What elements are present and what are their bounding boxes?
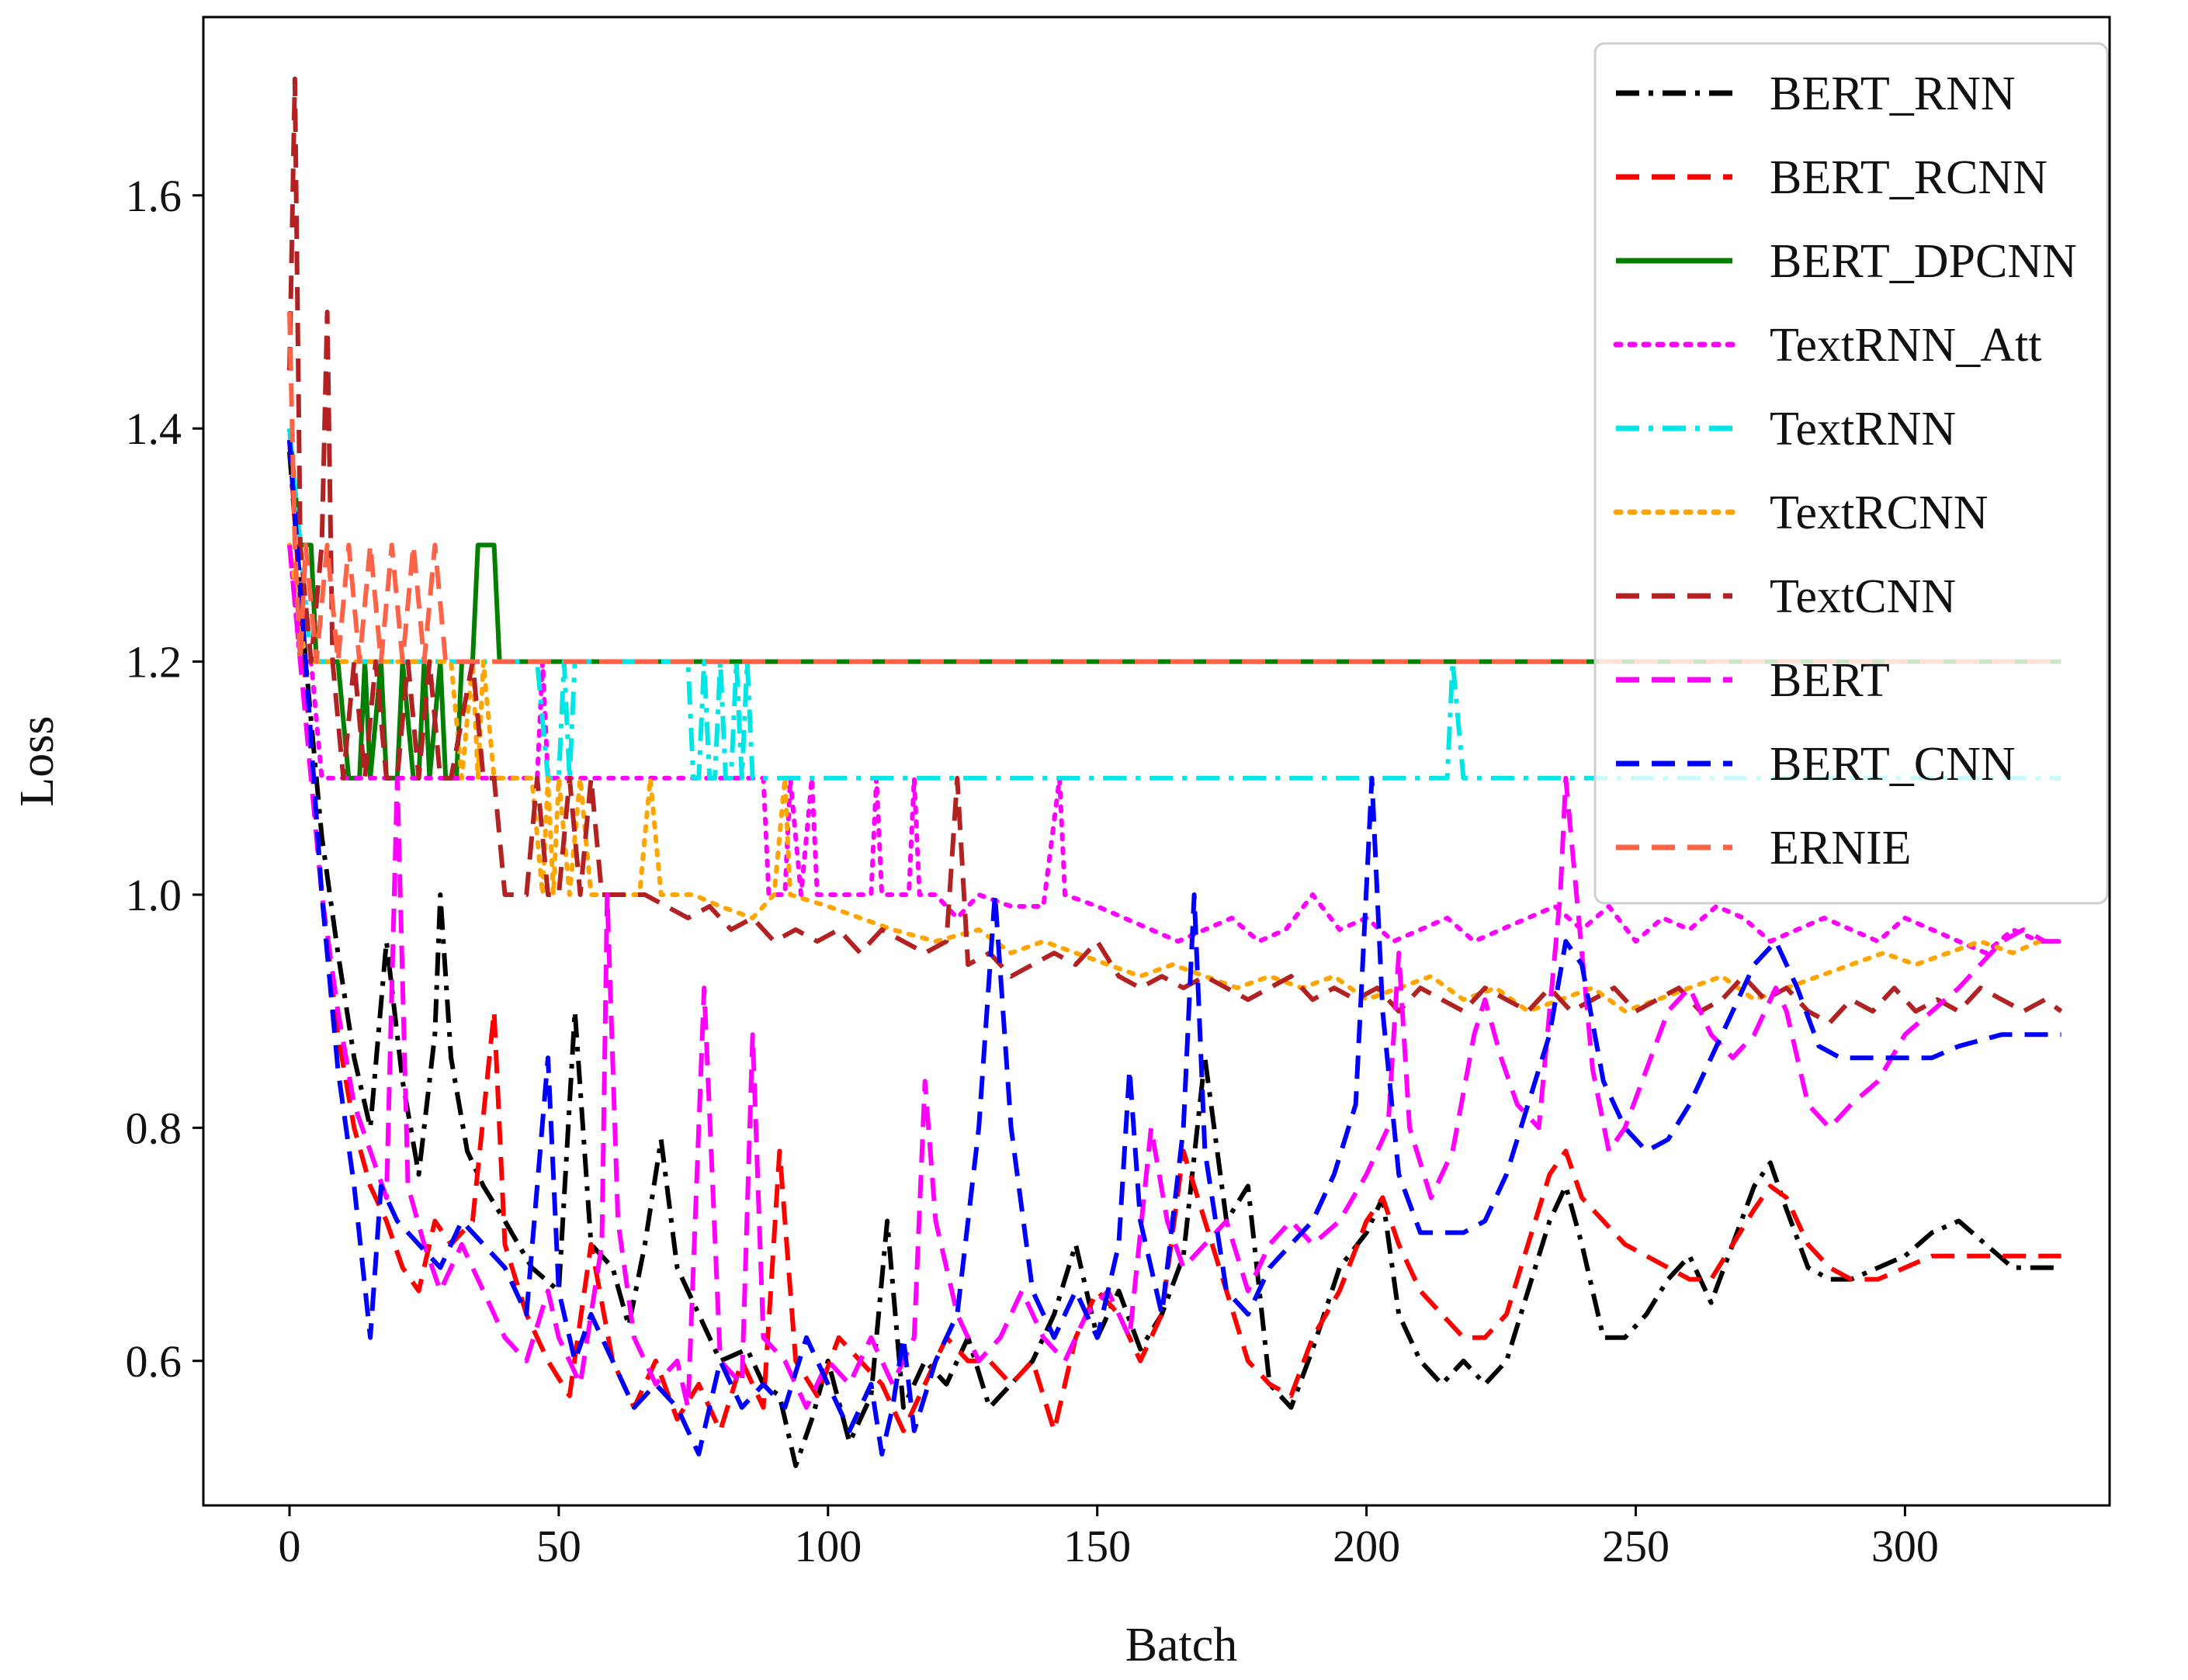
x-tick-label: 300 (1871, 1521, 1939, 1571)
x-tick-label: 200 (1333, 1521, 1400, 1571)
legend-label: BERT_DPCNN (1770, 235, 2077, 288)
legend-label: TextRNN (1770, 403, 1956, 456)
y-tick-label: 1.4 (126, 404, 182, 454)
legend-label: TextRNN_Att (1770, 319, 2041, 372)
legend: BERT_RNN BERT_RCNN BERT_DPCNN TextRNN_Att Te… (1593, 42, 2109, 905)
x-tick-label: 0 (279, 1521, 301, 1571)
legend-label: BERT_CNN (1770, 738, 2016, 791)
legend-label: ERNIE (1770, 822, 1912, 875)
x-tick-label: 50 (536, 1521, 581, 1571)
legend-label: TextCNN (1770, 570, 1956, 623)
series-line-bert-rcnn (287, 440, 2061, 1433)
series-line-bert-cnn (287, 439, 2061, 1457)
legend-label: BERT (1770, 654, 1890, 707)
x-axis: 0 50 100 150 200 250 300 (279, 1505, 1939, 1571)
legend-label: BERT_RCNN (1770, 151, 2048, 204)
y-axis-label: Loss (11, 715, 64, 806)
x-axis-label: Batch (1125, 1619, 1238, 1671)
series-line-bert (287, 545, 2061, 1410)
plot-frame (202, 16, 2111, 1507)
series-line-ernie (287, 311, 2061, 664)
x-tick-label: 250 (1602, 1521, 1670, 1571)
y-tick-label: 0.8 (126, 1103, 182, 1153)
x-tick-label: 150 (1063, 1521, 1131, 1571)
series-line-textcnn (287, 76, 2063, 1026)
x-tick-label: 100 (794, 1521, 862, 1571)
y-tick-label: 1.2 (126, 637, 182, 688)
y-tick-label: 0.6 (126, 1336, 182, 1387)
y-tick-label: 1.6 (126, 171, 182, 221)
y-axis: 0.6 0.8 1.0 1.2 1.4 1.6 (126, 171, 203, 1387)
legend-label: TextRCNN (1770, 487, 1989, 539)
legend-label: BERT_RNN (1770, 68, 2016, 120)
series-layer (287, 76, 2064, 1468)
y-tick-label: 1.0 (126, 870, 182, 920)
